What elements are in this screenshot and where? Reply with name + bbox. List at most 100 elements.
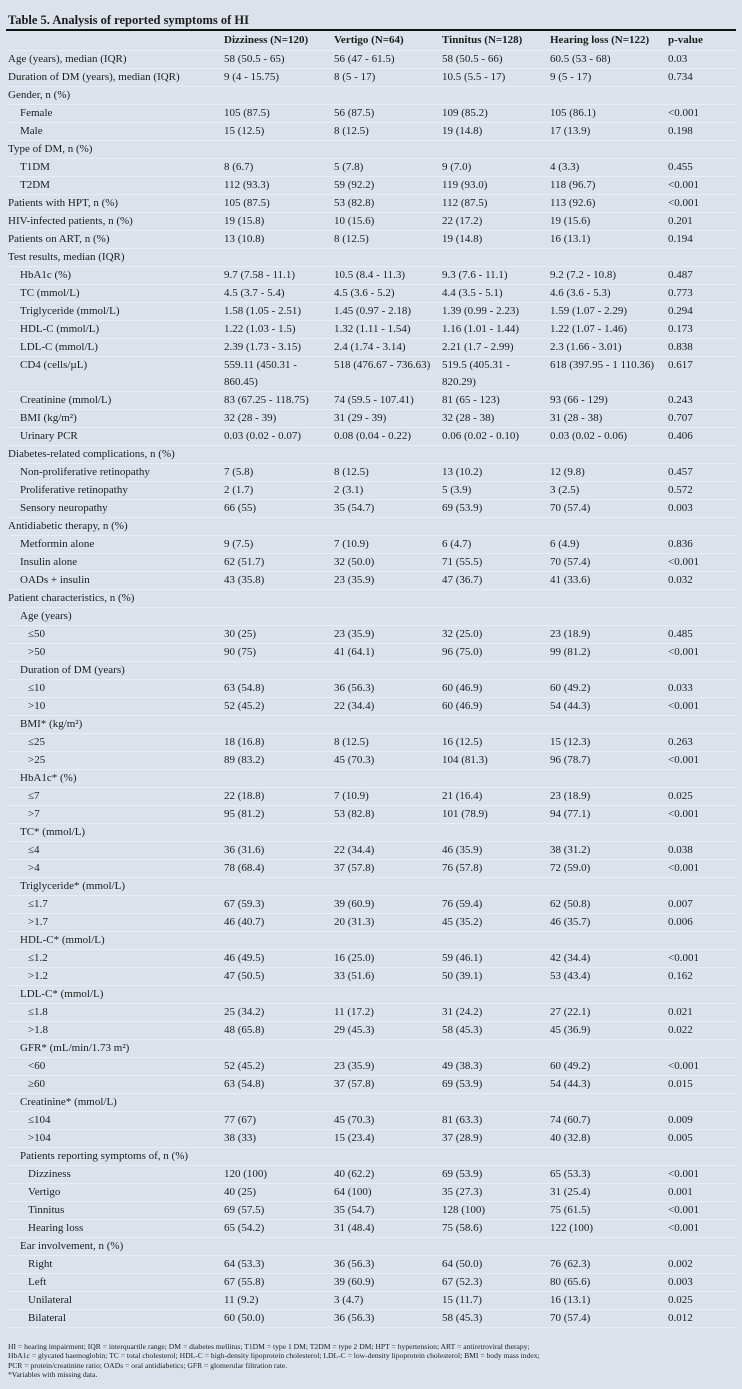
cell: 0.173 xyxy=(668,320,736,339)
cell: 8 (12.5) xyxy=(334,463,442,482)
cell: 62 (51.7) xyxy=(224,553,334,572)
cell xyxy=(668,589,736,608)
cell: 48 (65.8) xyxy=(224,1021,334,1040)
table-row: ≤10 63 (54.8) 36 (56.3) 60 (46.9) 60 (49.2) 0… xyxy=(6,679,736,698)
cell: 15 (12.3) xyxy=(550,733,668,752)
cell xyxy=(550,985,668,1004)
section-row: TC* (mmol/L) xyxy=(6,823,736,842)
table-row: Age (years), median (IQR) 58 (50.5 - 65) 5… xyxy=(6,50,736,69)
cell: 0.021 xyxy=(668,1003,736,1022)
cell: 52 (45.2) xyxy=(224,1057,334,1076)
section-row: Diabetes-related complications, n (%) xyxy=(6,445,736,464)
cell xyxy=(224,931,334,950)
cell: 16 (25.0) xyxy=(334,949,442,968)
cell: 50 (39.1) xyxy=(442,967,550,986)
footnote-line: PCR = protein/creatinine ratio; OADs = o… xyxy=(8,1360,288,1370)
cell: 76 (59.4) xyxy=(442,895,550,914)
cell: 70 (57.4) xyxy=(550,553,668,572)
cell: 0.03 xyxy=(668,50,736,69)
cell xyxy=(442,1147,550,1166)
cell: 59 (46.1) xyxy=(442,949,550,968)
cell: 47 (36.7) xyxy=(442,571,550,590)
cell xyxy=(442,715,550,734)
table-row: Sensory neuropathy 66 (55) 35 (54.7) 69 (53… xyxy=(6,499,736,518)
cell: <0.001 xyxy=(668,643,736,662)
cell: 0.003 xyxy=(668,499,736,518)
table-row: Triglyceride (mmol/L) 1.58 (1.05 - 2.51) 1… xyxy=(6,302,736,321)
cell: 83 (67.25 - 118.75) xyxy=(224,391,334,410)
cell: 27 (22.1) xyxy=(550,1003,668,1022)
row-label: GFR* (mL/min/1.73 m²) xyxy=(6,1039,224,1058)
cell xyxy=(442,877,550,896)
cell: 0.08 (0.04 - 0.22) xyxy=(334,427,442,446)
cell: 39 (60.9) xyxy=(334,1273,442,1292)
cell: 112 (87.5) xyxy=(442,194,550,213)
cell xyxy=(224,715,334,734)
cell xyxy=(334,445,442,464)
row-label: HDL-C* (mmol/L) xyxy=(6,931,224,950)
cell: 36 (56.3) xyxy=(334,1255,442,1274)
cell xyxy=(224,517,334,536)
cell: 20 (31.3) xyxy=(334,913,442,932)
section-row: LDL-C* (mmol/L) xyxy=(6,985,736,1004)
cell xyxy=(334,248,442,267)
section-row: Patients reporting symptoms of, n (%) xyxy=(6,1147,736,1166)
table-row: Bilateral 60 (50.0) 36 (56.3) 58 (45.3) 70 (… xyxy=(6,1309,736,1328)
table-row: >25 89 (83.2) 45 (70.3) 104 (81.3) 96 (78.7)… xyxy=(6,751,736,770)
table-row: ≤25 18 (16.8) 8 (12.5) 16 (12.5) 15 (12.3) 0.… xyxy=(6,733,736,752)
row-label: Sensory neuropathy xyxy=(6,499,224,518)
cell: <0.001 xyxy=(668,949,736,968)
cell: 65 (54.2) xyxy=(224,1219,334,1238)
cell: 49 (38.3) xyxy=(442,1057,550,1076)
row-label: <60 xyxy=(6,1057,224,1076)
cell: 10.5 (8.4 - 11.3) xyxy=(334,266,442,285)
cell xyxy=(442,1237,550,1256)
cell: 31 (25.4) xyxy=(550,1183,668,1202)
cell xyxy=(550,769,668,788)
cell: 1.22 (1.03 - 1.5) xyxy=(224,320,334,339)
table-row: Dizziness 120 (100) 40 (62.2) 69 (53.9) 65 (… xyxy=(6,1165,736,1184)
cell: 38 (31.2) xyxy=(550,841,668,860)
row-label: Male xyxy=(6,122,224,141)
cell xyxy=(550,517,668,536)
cell: 15 (23.4) xyxy=(334,1129,442,1148)
cell: 56 (87.5) xyxy=(334,104,442,123)
section-row: GFR* (mL/min/1.73 m²) xyxy=(6,1039,736,1058)
section-row: HbA1c* (%) xyxy=(6,769,736,788)
cell xyxy=(334,589,442,608)
row-label: ≤7 xyxy=(6,787,224,806)
cell: 32 (28 - 38) xyxy=(442,409,550,428)
cell: <0.001 xyxy=(668,553,736,572)
cell xyxy=(224,1093,334,1112)
cell xyxy=(550,1039,668,1058)
cell: 0.025 xyxy=(668,787,736,806)
cell: 128 (100) xyxy=(442,1201,550,1220)
cell: 559.11 (450.31 - 860.45) xyxy=(224,356,334,392)
row-label: HbA1c* (%) xyxy=(6,769,224,788)
cell xyxy=(550,931,668,950)
table-row: HDL-C (mmol/L) 1.22 (1.03 - 1.5) 1.32 (1.1… xyxy=(6,320,736,339)
cell: 105 (87.5) xyxy=(224,194,334,213)
cell: 46 (40.7) xyxy=(224,913,334,932)
cell: 90 (75) xyxy=(224,643,334,662)
cell: 71 (55.5) xyxy=(442,553,550,572)
cell: 56 (47 - 61.5) xyxy=(334,50,442,69)
cell: 76 (57.8) xyxy=(442,859,550,878)
row-label: Patients reporting symptoms of, n (%) xyxy=(6,1147,224,1166)
cell: 13 (10.8) xyxy=(224,230,334,249)
cell: 0.617 xyxy=(668,356,736,392)
cell: <0.001 xyxy=(668,805,736,824)
cell: 6 (4.7) xyxy=(442,535,550,554)
cell: 60 (49.2) xyxy=(550,679,668,698)
cell: 76 (62.3) xyxy=(550,1255,668,1274)
row-label: ≤10 xyxy=(6,679,224,698)
cell xyxy=(224,248,334,267)
cell xyxy=(224,589,334,608)
cell: 15 (11.7) xyxy=(442,1291,550,1310)
cell: 0.455 xyxy=(668,158,736,177)
row-label: >1.2 xyxy=(6,967,224,986)
row-label: Antidiabetic therapy, n (%) xyxy=(6,517,224,536)
cell: 0.836 xyxy=(668,535,736,554)
cell: 58 (50.5 - 66) xyxy=(442,50,550,69)
